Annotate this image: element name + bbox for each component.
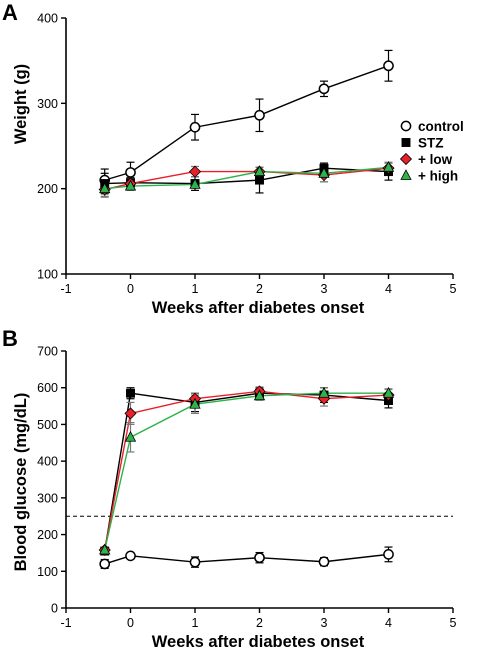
panel-a-point-high [99,182,111,194]
panel-a-point-control [383,60,394,72]
panel-b-x-tick-label: -1 [60,616,71,630]
panel-b-y-tick-label: 300 [37,491,58,505]
panel-a-y-tick-label: 100 [37,268,58,282]
panel-b-x-tick-label: 1 [192,616,199,630]
panel-b-y-tick-label: 100 [37,565,58,579]
legend-marker-stz [401,138,411,147]
panel-a-point-high [253,165,266,177]
legend-marker-low [399,152,413,166]
panel-a-point-high [189,178,201,189]
panel-b-series-line-control [104,553,389,565]
panel-a-letter: A [2,0,18,25]
panel-b-y-tick-label: 700 [37,345,58,359]
panel-b-point-control [383,549,394,560]
panel-b-y-axis-title: Blood glucose (mg/dL) [12,393,30,572]
legend-label-control: control [418,119,464,134]
panel-a-point-high [124,179,137,191]
panel-a-point-control [189,121,201,133]
panel-b-point-control [125,550,136,562]
legend-label-high: + high [418,169,458,184]
panel-a-plot [98,49,395,198]
panel-b-point-high [189,397,201,409]
panel-b-x-axis-title: Weeks after diabetes onset [152,633,365,651]
panel-b-y-tick-label: 0 [51,602,58,616]
panel-b-point-stz [126,388,135,398]
panel-a-point-high [318,166,330,178]
panel-a: A Weight (g) Weeks after diabetes onset … [2,0,464,317]
panel-b-x-tick-label: 2 [256,616,263,630]
legend: control STZ+ low + high [399,119,464,184]
panel-b-point-high [382,386,395,398]
panel-b-x-tick-label: 5 [450,616,457,630]
panel-b: B Blood glucose (mg/dL) Weeks after diab… [2,326,457,651]
panel-b-point-high [99,543,111,555]
panel-b-y-tick-label: 200 [37,528,58,542]
panel-b-plot [66,385,453,570]
panel-a-point-control [125,167,136,178]
panel-b-point-high [253,389,266,401]
panel-a-y-tick-label: 400 [37,12,58,26]
panel-a-y-axis-title: Weight (g) [12,64,30,144]
panel-a-point-high [382,160,395,172]
panel-b-x-tick-label: 0 [127,616,134,630]
panel-a-axes: 100 200 300 400 -1 0 1 2 3 4 5 [37,12,456,297]
panel-a-y-tick-label: 200 [37,182,58,196]
panel-b-y-tick-label: 500 [37,418,58,432]
panel-a-x-tick-label: 3 [321,282,328,296]
panel-b-y-tick-label: 600 [37,381,58,395]
panel-a-point-control [254,109,265,121]
panel-a-point-low [188,165,202,178]
panel-a-x-tick-label: 4 [385,282,392,296]
panel-b-series-line-high [104,392,389,551]
panel-b-point-control [189,556,201,568]
panel-a-y-tick-label: 300 [37,97,58,111]
legend-marker-high [400,169,412,180]
panel-a-x-tick-label: -1 [60,282,71,296]
panel-b-series-line-stz [104,392,389,552]
panel-a-x-tick-label: 1 [192,282,199,296]
panel-b-y-tick-label: 400 [37,455,58,469]
panel-b-point-low [124,407,137,420]
panel-b-point-high [318,386,330,398]
panel-b-x-tick-label: 4 [385,616,392,630]
panel-a-point-control [318,83,330,95]
panel-a-x-tick-label: 0 [127,282,134,296]
panel-a-series-line-high [104,166,389,190]
panel-b-series-line-low [104,390,389,551]
panel-b-point-control [99,558,111,570]
panel-a-series-line-control [104,65,389,181]
panel-b-point-control [254,552,265,564]
legend-label-stz: STZ [418,136,444,151]
panel-a-x-tick-label: 5 [450,282,457,296]
legend-marker-control [400,120,412,132]
panel-b-point-control [318,556,330,568]
panel-b-point-high [124,430,137,442]
panel-b-letter: B [2,326,18,351]
panel-b-x-tick-label: 3 [321,616,328,630]
panel-a-x-tick-label: 2 [256,282,263,296]
panel-a-x-axis-title: Weeks after diabetes onset [152,299,365,317]
panel-a-series-line-stz [104,167,389,185]
legend-label-low: + low [418,152,453,167]
